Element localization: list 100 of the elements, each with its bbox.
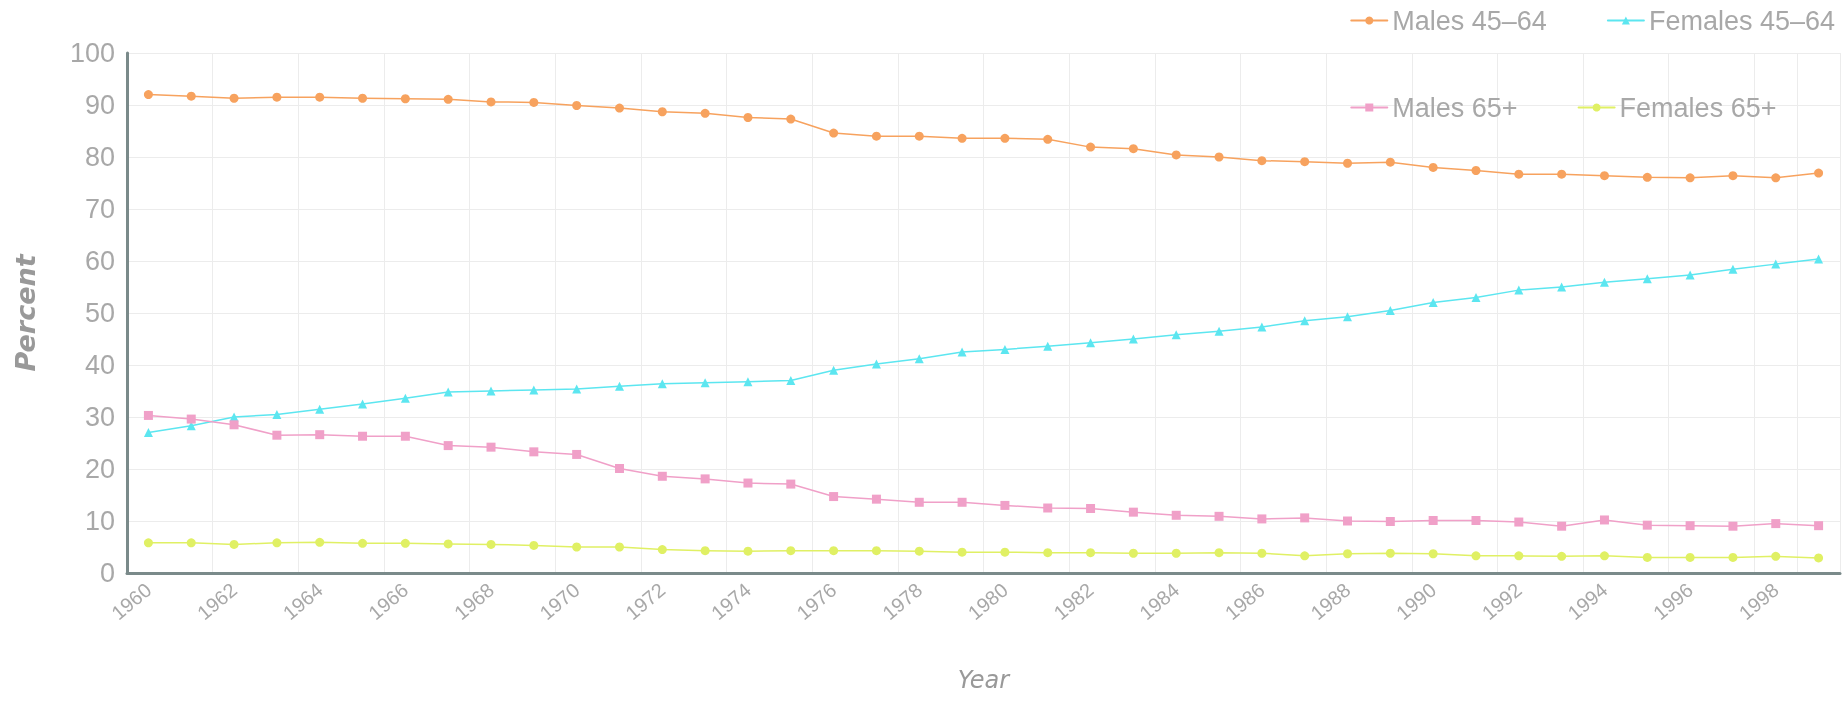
point (1557, 169, 1567, 179)
point (1300, 551, 1310, 561)
point (1214, 511, 1224, 521)
point (1128, 507, 1138, 517)
point (400, 538, 410, 548)
point (272, 430, 282, 440)
point (1385, 157, 1395, 167)
point (1000, 547, 1010, 557)
point (443, 94, 453, 104)
point (700, 546, 710, 556)
point (1171, 150, 1181, 160)
point (1214, 326, 1224, 336)
point (1257, 514, 1267, 524)
point (529, 540, 539, 550)
point (315, 92, 325, 102)
point (1728, 264, 1738, 274)
point (1343, 516, 1353, 526)
point (315, 430, 325, 440)
point (229, 93, 239, 103)
point (914, 546, 924, 556)
point (315, 537, 325, 547)
y-axis-title: Percent (10, 253, 41, 372)
point (572, 449, 582, 459)
point (914, 131, 924, 141)
point (229, 420, 239, 430)
point (229, 539, 239, 549)
point (957, 497, 967, 507)
point (1214, 152, 1224, 162)
point (743, 478, 753, 488)
point (615, 103, 624, 113)
point (1214, 548, 1224, 558)
point (486, 97, 496, 107)
point (700, 474, 710, 484)
y-tick-label: 70 (84, 194, 115, 224)
point (1086, 504, 1096, 514)
point (871, 131, 881, 141)
point (1086, 548, 1096, 558)
point (1685, 173, 1695, 183)
point (1599, 515, 1609, 525)
legend-label: Females 65+ (1619, 92, 1777, 123)
point (1471, 292, 1481, 302)
point (1514, 285, 1524, 295)
point (1257, 548, 1267, 558)
point (1428, 549, 1438, 559)
y-tick-label: 50 (84, 298, 115, 328)
point (1385, 548, 1395, 558)
point (1471, 515, 1481, 525)
point (1343, 312, 1353, 322)
point (1685, 270, 1695, 280)
point (957, 547, 967, 557)
point (358, 431, 368, 441)
y-tick-label: 40 (84, 350, 115, 380)
point (1043, 503, 1053, 513)
point (914, 497, 924, 507)
point (1642, 552, 1652, 562)
point (829, 546, 839, 556)
point (1000, 500, 1010, 510)
point (400, 393, 410, 403)
point (315, 404, 325, 414)
point (1343, 549, 1353, 559)
point (657, 471, 667, 481)
point (657, 107, 667, 117)
point (529, 97, 539, 107)
point (1000, 344, 1010, 354)
point (1514, 551, 1524, 561)
point (143, 538, 153, 548)
point (1471, 551, 1481, 561)
point (272, 538, 282, 548)
point (657, 545, 667, 555)
point (143, 428, 153, 438)
point (186, 91, 196, 101)
point (358, 538, 368, 548)
point (614, 381, 624, 391)
point (1385, 517, 1395, 527)
point (186, 414, 196, 424)
point (1514, 517, 1524, 527)
y-tick-label: 20 (84, 454, 115, 484)
point (700, 378, 710, 388)
point (1385, 305, 1395, 315)
point (786, 114, 796, 124)
point (572, 101, 582, 111)
point (957, 133, 967, 143)
y-tick-label: 60 (84, 246, 115, 276)
point (1557, 551, 1567, 561)
y-tick-label: 0 (99, 558, 115, 588)
point (1428, 515, 1438, 525)
point (1814, 553, 1824, 563)
point (358, 399, 368, 409)
point (1685, 552, 1695, 562)
point (443, 441, 453, 451)
point (786, 546, 796, 556)
point (486, 386, 496, 396)
point (1300, 157, 1310, 167)
point (1086, 142, 1096, 152)
point (1557, 282, 1567, 292)
point (272, 92, 282, 102)
y-tick-label: 10 (84, 506, 115, 536)
point (1043, 134, 1053, 144)
point (1428, 298, 1438, 308)
point (1128, 334, 1138, 344)
